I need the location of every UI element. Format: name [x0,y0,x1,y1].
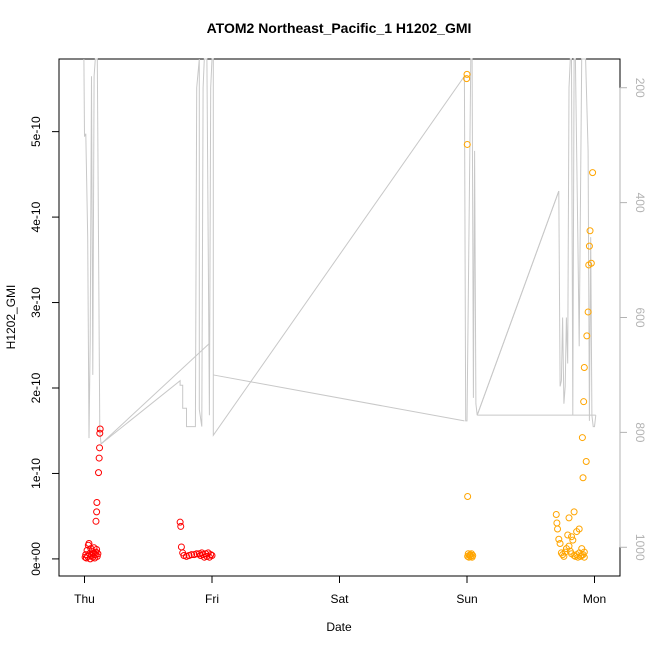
y-axis-label: H1202_GMI [4,285,18,350]
data-point [586,227,594,235]
data-point [569,536,577,544]
data-point [95,454,103,462]
x-tick-label: Fri [205,592,219,606]
data-point [570,508,578,516]
data-point [583,332,591,340]
x-tick-label: Thu [74,592,95,606]
y2-tick-label: 200 [633,78,647,98]
x-axis-label: Date [326,620,352,634]
secondary-line-connector [213,374,465,422]
y2-tick-label: 800 [633,422,647,442]
data-point [208,551,216,559]
secondary-line-path [83,58,597,445]
data-point [463,75,471,83]
secondary-depth-line [83,58,597,445]
data-point [176,518,184,526]
data-point [578,434,586,442]
data-point [92,517,100,525]
data-point [188,551,196,559]
x-tick-label: Sun [456,592,477,606]
data-point [94,550,102,558]
data-point [580,363,588,371]
data-point [96,429,104,437]
data-point [463,140,471,148]
scatter-points [81,70,597,563]
data-point [568,533,576,541]
x-tick-label: Sat [330,592,349,606]
data-point [555,535,563,543]
plot-frame [58,58,621,577]
data-point [561,548,569,556]
y2-axis: 200 400 600 800 1000 [619,78,647,561]
data-point [552,510,560,518]
y2-tick-label: 400 [633,193,647,213]
data-point [589,169,597,177]
data-point [580,553,588,561]
y-tick-label: 3e-10 [29,287,43,318]
data-point [464,493,472,501]
data-point [463,70,471,78]
y2-tick-label: 1000 [633,534,647,561]
secondary-line-connector [100,342,210,445]
data-point [96,425,104,433]
y-tick-label: 2e-10 [29,372,43,403]
data-point [554,525,562,533]
data-point [467,550,475,558]
data-point [565,514,573,522]
data-point [575,525,583,533]
data-point [93,508,101,516]
y-tick-label: 1e-10 [29,458,43,489]
y2-tick-label: 600 [633,307,647,327]
secondary-line-connector [476,190,560,416]
data-point [177,522,185,530]
data-point [560,552,568,560]
data-point [564,531,572,539]
data-point [553,519,561,527]
data-point [469,551,477,559]
data-point [93,546,101,554]
data-point [585,242,593,250]
data-point [582,457,590,465]
y-tick-label: 4e-10 [29,201,43,232]
data-point [207,551,215,559]
data-point [556,540,564,548]
y-axis: 0e+00 1e-10 2e-10 3e-10 4e-10 5e-10 [29,116,60,576]
data-point [565,542,573,550]
data-point [587,259,595,267]
x-axis: Thu Fri Sat Sun Mon [74,575,606,606]
y-tick-label: 0e+00 [29,542,43,576]
data-point [580,548,588,556]
data-point [95,469,103,477]
data-point [177,543,185,551]
chart-title: ATOM2 Northeast_Pacific_1 H1202_GMI [207,20,472,36]
data-point [579,474,587,482]
data-point [584,308,592,316]
y-tick-label: 5e-10 [29,116,43,147]
data-point [96,444,104,452]
data-point [580,398,588,406]
data-point [93,499,101,507]
x-tick-label: Mon [583,592,606,606]
